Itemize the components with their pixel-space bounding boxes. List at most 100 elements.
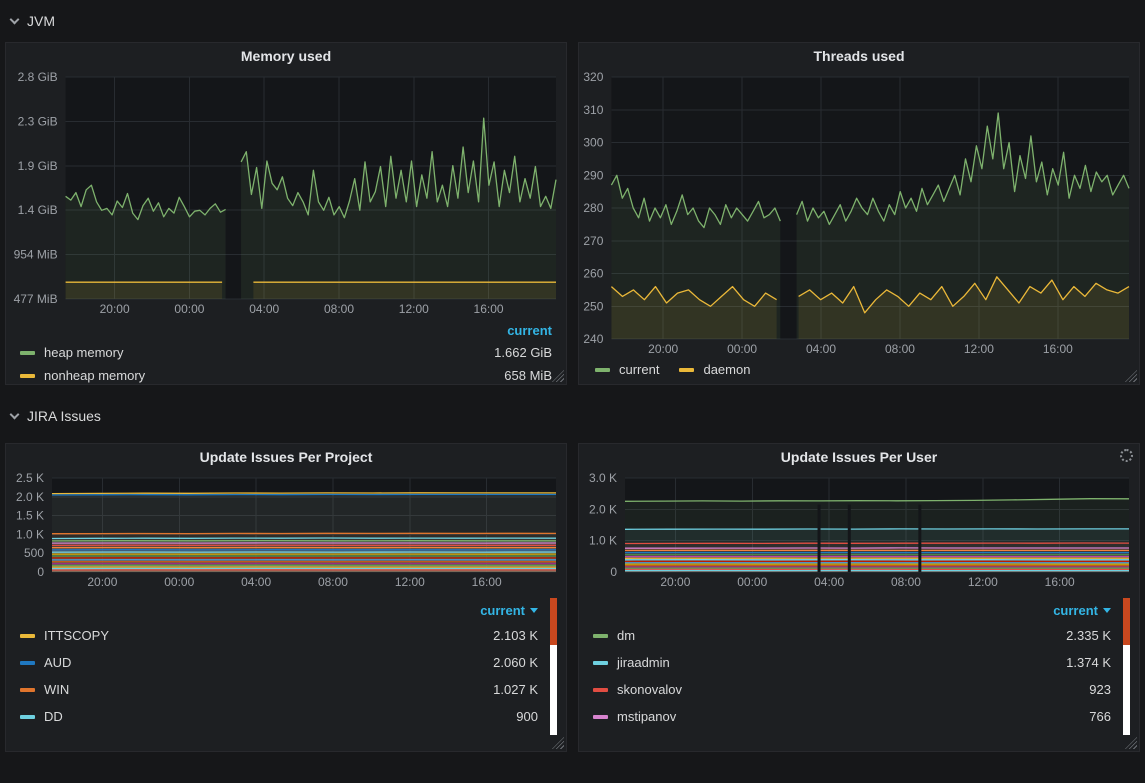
legend-row[interactable]: dm 2.335 K [593, 622, 1111, 649]
svg-text:1.9 GiB: 1.9 GiB [18, 159, 58, 173]
memory-used-chart[interactable]: 477 MiB 954 MiB 1.4 GiB 1.9 GiB 2.3 GiB 2.8 G… [6, 69, 566, 317]
issues-per-user-chart[interactable]: 0 1.0 K 2.0 K 3.0 K 20:00 00:00 04:00 08:00 12:0… [579, 470, 1139, 590]
svg-text:08:00: 08:00 [891, 575, 921, 589]
legend-row[interactable]: WIN 1.027 K [20, 676, 538, 703]
legend: current dm 2.335 K jiraadmin 1.374 K sko… [579, 590, 1139, 751]
series-label[interactable]: WIN [44, 682, 70, 697]
series-color-swatch[interactable] [593, 660, 608, 665]
svg-text:1.5 K: 1.5 K [16, 509, 44, 523]
legend-sort-current[interactable]: current [20, 598, 538, 622]
legend: current heap memory 1.662 GiB nonheap me… [6, 317, 566, 384]
legend-row[interactable]: mstipanov 766 [593, 703, 1111, 730]
series-label[interactable]: jiraadmin [617, 655, 670, 670]
svg-text:04:00: 04:00 [241, 575, 271, 589]
scrollbar-thumb[interactable] [550, 644, 557, 735]
series-color-swatch[interactable] [593, 687, 608, 692]
chevron-down-icon [9, 409, 20, 419]
svg-text:2.8 GiB: 2.8 GiB [18, 70, 58, 84]
svg-text:290: 290 [583, 168, 603, 182]
svg-text:04:00: 04:00 [249, 302, 279, 316]
series-color-swatch[interactable] [679, 367, 695, 372]
svg-text:320: 320 [583, 70, 603, 84]
panel-issues-per-project: Update Issues Per Project 0 500 1.0 K 1.5 K… [5, 443, 567, 752]
svg-text:310: 310 [583, 103, 603, 117]
section-row-jira-issues[interactable]: JIRA Issues [9, 403, 101, 429]
series-color-swatch[interactable] [20, 373, 35, 378]
legend-item[interactable]: daemon [679, 362, 750, 377]
caret-down-icon [1103, 607, 1111, 613]
series-current-value: 658 MiB [504, 368, 552, 383]
svg-text:500: 500 [24, 546, 44, 560]
series-color-swatch[interactable] [20, 660, 35, 665]
svg-text:20:00: 20:00 [100, 302, 130, 316]
series-color-swatch[interactable] [20, 350, 35, 355]
svg-text:2.0 K: 2.0 K [589, 502, 617, 516]
series-label[interactable]: mstipanov [617, 709, 677, 724]
series-label[interactable]: ITTSCOPY [44, 628, 110, 643]
panel-title[interactable]: Update Issues Per Project [199, 449, 373, 465]
threads-used-chart[interactable]: 240 250 260 270 280 290 300 310 320 20:00 00:00 04:… [579, 69, 1139, 357]
svg-text:240: 240 [583, 332, 603, 346]
svg-text:12:00: 12:00 [395, 575, 425, 589]
dashboard-row-jvm: Memory used 477 MiB 954 MiB 1.4 GiB 1.9 GiB… [5, 42, 1140, 385]
svg-text:0: 0 [37, 565, 44, 579]
legend-row[interactable]: jiraadmin 1.374 K [593, 649, 1111, 676]
graph-canvas: 0 500 1.0 K 1.5 K 2.0 K 2.5 K 20:00 00:00 04:00 0… [16, 471, 557, 589]
series-color-swatch[interactable] [593, 633, 608, 638]
svg-text:300: 300 [583, 136, 603, 150]
svg-text:16:00: 16:00 [1045, 575, 1075, 589]
series-label[interactable]: nonheap memory [44, 368, 146, 383]
legend-item[interactable]: current [595, 362, 659, 377]
svg-text:477 MiB: 477 MiB [14, 292, 58, 306]
legend: current daemon [579, 357, 1139, 377]
scrollbar-thumb[interactable] [1123, 644, 1130, 735]
svg-text:3.0 K: 3.0 K [589, 471, 617, 485]
loading-spinner-icon [1120, 449, 1133, 462]
legend-row[interactable]: DD 900 [20, 703, 538, 730]
svg-text:12:00: 12:00 [964, 342, 994, 356]
series-label[interactable]: skonovalov [617, 682, 683, 697]
series-label[interactable]: DD [44, 709, 63, 724]
panel-memory-used: Memory used 477 MiB 954 MiB 1.4 GiB 1.9 GiB… [5, 42, 567, 385]
graph-canvas: 0 1.0 K 2.0 K 3.0 K 20:00 00:00 04:00 08:00 12:0… [589, 471, 1130, 589]
scrollbar-track [1123, 598, 1130, 645]
series-label[interactable]: dm [617, 628, 636, 643]
series-color-swatch[interactable] [20, 687, 35, 692]
panel-title[interactable]: Memory used [240, 48, 332, 64]
svg-text:20:00: 20:00 [87, 575, 117, 589]
legend-sort-current[interactable]: current [593, 598, 1111, 622]
series-color-swatch[interactable] [595, 367, 610, 372]
legend-row[interactable]: nonheap memory 658 MiB [20, 364, 552, 384]
issues-per-project-chart[interactable]: 0 500 1.0 K 1.5 K 2.0 K 2.5 K 20:00 00:00 04:00 0… [6, 470, 566, 590]
scrollbar-track [550, 598, 557, 645]
svg-text:04:00: 04:00 [814, 575, 844, 589]
section-row-jvm[interactable]: JVM [9, 8, 55, 34]
panel-title[interactable]: Update Issues Per User [780, 449, 938, 465]
series-current-value: 1.662 GiB [494, 345, 552, 360]
svg-text:2.5 K: 2.5 K [16, 471, 44, 485]
panel-title[interactable]: Threads used [813, 48, 905, 64]
svg-text:16:00: 16:00 [474, 302, 504, 316]
legend-sort-current[interactable]: current [507, 322, 552, 338]
legend-row[interactable]: heap memory 1.662 GiB [20, 341, 552, 364]
svg-text:270: 270 [583, 234, 603, 248]
svg-text:16:00: 16:00 [472, 575, 502, 589]
series-color-swatch[interactable] [593, 714, 608, 719]
series-current-value: 923 [1089, 682, 1111, 697]
legend-row[interactable]: skonovalov 923 [593, 676, 1111, 703]
legend-scrollbar[interactable] [1123, 598, 1130, 735]
series-color-swatch[interactable] [20, 633, 35, 638]
series-color-swatch[interactable] [20, 714, 35, 719]
series-label[interactable]: daemon [703, 362, 751, 377]
section-title: JVM [27, 13, 55, 29]
svg-text:04:00: 04:00 [806, 342, 836, 356]
series-label[interactable]: AUD [44, 655, 72, 670]
legend-row[interactable]: ITTSCOPY 2.103 K [20, 622, 538, 649]
legend-scrollbar[interactable] [550, 598, 557, 735]
svg-text:00:00: 00:00 [164, 575, 194, 589]
series-label[interactable]: heap memory [44, 345, 124, 360]
series-label[interactable]: current [619, 362, 660, 377]
legend-row[interactable]: AUD 2.060 K [20, 649, 538, 676]
panel-threads-used: Threads used 240 250 260 270 280 290 300 310 320… [578, 42, 1140, 385]
